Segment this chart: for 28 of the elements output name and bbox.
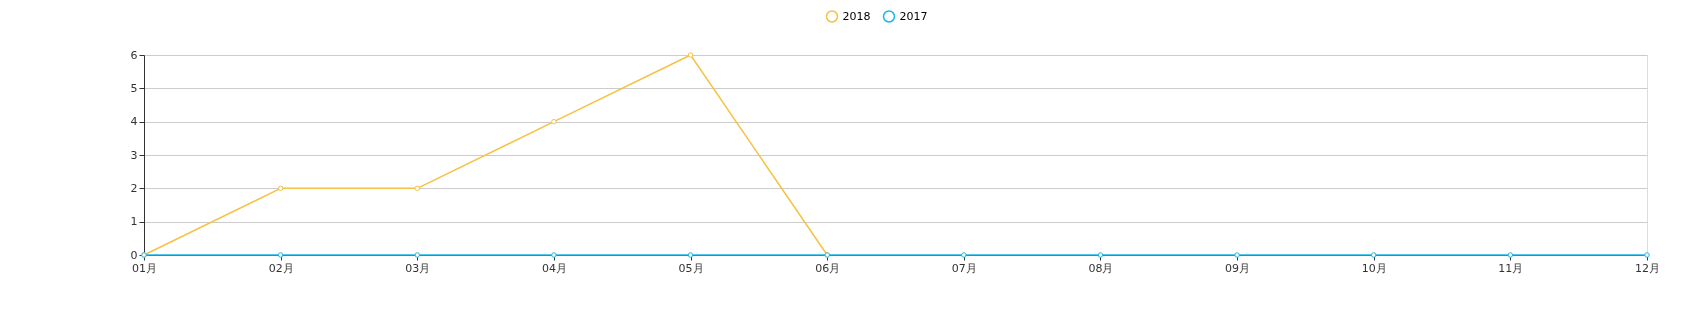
y-tick-label: 0	[130, 248, 138, 262]
point	[687, 52, 694, 58]
y-tick-label: 2	[130, 181, 138, 195]
x-tick-label: 02月	[268, 261, 294, 275]
y-tick-label: 6	[130, 48, 138, 62]
y-tick-label: 3	[130, 148, 138, 162]
y-tick-label: 5	[130, 81, 138, 95]
point	[687, 252, 694, 258]
point	[277, 252, 284, 258]
x-tick-label: 10月	[1361, 261, 1387, 275]
point	[414, 185, 421, 192]
legend-label: 2018	[842, 9, 871, 23]
x-tick-label: 03月	[405, 261, 431, 275]
point	[1370, 252, 1377, 258]
x-tick-label: 09月	[1225, 261, 1251, 275]
x-tick-label: 12月	[1635, 261, 1660, 275]
x-tick-label: 04月	[541, 261, 567, 275]
x-tick-label: 06月	[815, 261, 841, 275]
x-tick-label: 07月	[951, 261, 977, 275]
x-tick-label: 05月	[678, 261, 704, 275]
y-tick-label: 1	[130, 215, 138, 229]
point	[551, 118, 557, 125]
x-tick-label: 01月	[132, 261, 157, 275]
x-tick-label: 11月	[1498, 261, 1524, 275]
x-tick-label: 08月	[1088, 261, 1114, 275]
point	[277, 185, 284, 192]
legend-label: 2017	[899, 9, 928, 23]
y-tick-label: 4	[130, 115, 138, 129]
